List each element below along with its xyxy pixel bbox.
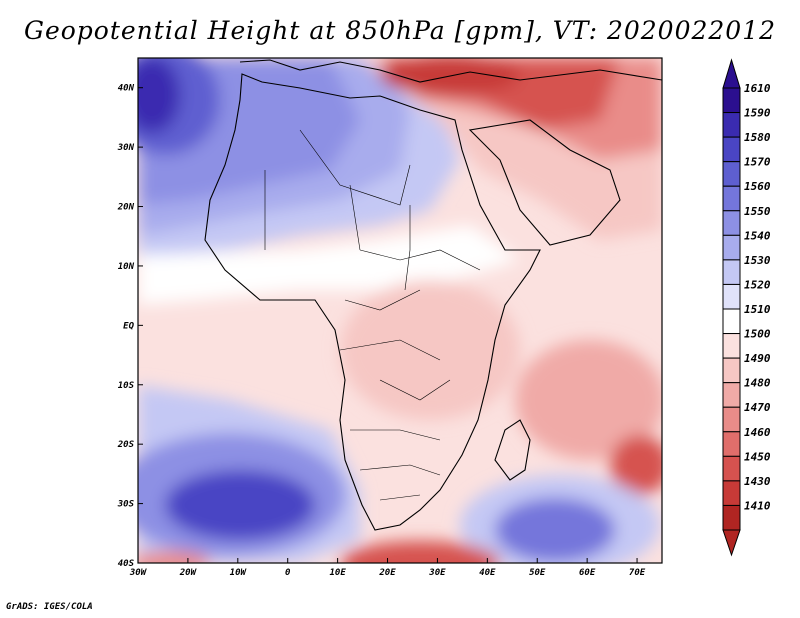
- field-south-atlantic-high: [165, 470, 315, 540]
- madagascar-coastline: [494, 419, 531, 481]
- colorbar-label: 1460: [744, 426, 771, 439]
- field-sw-low: [138, 551, 210, 563]
- colorbar-swatch: [722, 431, 741, 457]
- colorbar-label: 1540: [744, 229, 771, 242]
- colorbar-label: 1560: [744, 180, 771, 193]
- colorbar-label: 1580: [744, 131, 771, 144]
- lat-tick-label: 30S: [117, 500, 135, 510]
- field-central-africa: [340, 280, 520, 420]
- lon-tick-label: 10E: [329, 568, 346, 578]
- lat-tick-label: 40N: [118, 84, 135, 94]
- colorbar-label: 1450: [744, 450, 771, 463]
- colorbar-swatch: [722, 382, 741, 408]
- colorbar-label: 1430: [744, 475, 771, 488]
- arabia-coastline: [468, 119, 621, 246]
- colorbar-label: 1530: [744, 254, 771, 267]
- field-indian-ocean-high: [495, 498, 615, 562]
- colorbar-swatch: [722, 112, 741, 138]
- colorbar-label: 1590: [744, 107, 771, 120]
- lon-tick-label: 30E: [428, 568, 446, 578]
- colorbar-top-arrow: [722, 58, 741, 89]
- lon-tick-label: 50E: [529, 568, 546, 578]
- lon-tick-label: 40E: [479, 568, 496, 578]
- lon-tick-label: 30W: [129, 568, 148, 578]
- lat-tick-label: 10S: [118, 381, 135, 391]
- colorbar-swatch: [722, 455, 741, 482]
- field-atlantic-high-core: [138, 58, 180, 133]
- colorbar-swatch: [722, 234, 741, 261]
- lat-tick-label: EQ: [123, 321, 134, 331]
- lat-tick-label: 10N: [118, 262, 135, 272]
- borders-north-africa: [264, 129, 411, 291]
- field-red-ne-core: [380, 58, 520, 95]
- colorbar-swatch: [722, 504, 741, 531]
- colorbar-swatch: [722, 210, 741, 236]
- lon-tick-label: 70E: [629, 568, 646, 578]
- lon-tick-label: 0: [285, 568, 291, 578]
- lon-tick-label: 10W: [230, 568, 248, 578]
- lat-tick-label: 20N: [117, 203, 135, 213]
- colorbar-swatch: [722, 357, 741, 384]
- colorbar-label: 1510: [744, 303, 771, 316]
- axis-ticks: 30W 20W 10W 0 10E 20E 30E 40E 50E 60E 70E 40N 30N 20N…: [117, 84, 646, 578]
- colorbar-label: 1410: [744, 499, 771, 512]
- plot-frame: [137, 57, 663, 564]
- lon-tick-label: 20E: [378, 568, 396, 578]
- field-indian-ocean-red: [515, 340, 662, 460]
- colorbar-label: 1610: [744, 82, 771, 95]
- field-mascarene-low: [610, 435, 662, 495]
- colorbar-swatch: [722, 259, 741, 285]
- colorbar-swatch: [722, 185, 741, 212]
- colorbar-swatch: [722, 308, 741, 335]
- borders-southern-africa: [350, 429, 441, 501]
- credit-label: GrADS: IGES/COLA: [6, 602, 93, 612]
- coastlines: [204, 59, 662, 531]
- colorbar: 1610 1590 1580 1570 1560 1550 1540 1530 1520 1510…: [722, 58, 771, 557]
- colorbar-label: 1570: [744, 156, 771, 169]
- country-borders: [264, 129, 481, 501]
- lat-tick-label: 20S: [117, 440, 135, 450]
- lon-tick-label: 20W: [179, 568, 198, 578]
- borders-central-africa: [339, 249, 481, 401]
- colorbar-swatch: [722, 87, 741, 114]
- colorbar-label: 1550: [744, 205, 771, 218]
- lat-tick-label: 40S: [118, 559, 135, 569]
- colorbar-swatch: [722, 480, 741, 506]
- lat-tick-label: 30N: [117, 143, 135, 153]
- colorbar-label: 1480: [744, 377, 771, 390]
- colorbar-bottom-arrow: [722, 529, 741, 557]
- colorbar-label: 1470: [744, 401, 771, 414]
- colorbar-swatch: [722, 283, 741, 310]
- colorbar-swatch: [722, 333, 741, 359]
- colorbar-label: 1490: [744, 352, 771, 365]
- africa-coastline: [204, 73, 541, 531]
- lon-tick-label: 60E: [579, 568, 596, 578]
- colorbar-swatch: [722, 406, 741, 433]
- height-field: [138, 58, 662, 563]
- field-south-coast-low: [340, 541, 500, 563]
- colorbar-label: 1520: [744, 278, 771, 291]
- map-title: Geopotential Height at 850hPa [gpm], VT:…: [23, 16, 777, 45]
- europe-coastline: [239, 59, 662, 83]
- colorbar-swatch: [722, 136, 741, 163]
- colorbar-label: 1500: [744, 328, 771, 341]
- colorbar-swatch: [722, 161, 741, 187]
